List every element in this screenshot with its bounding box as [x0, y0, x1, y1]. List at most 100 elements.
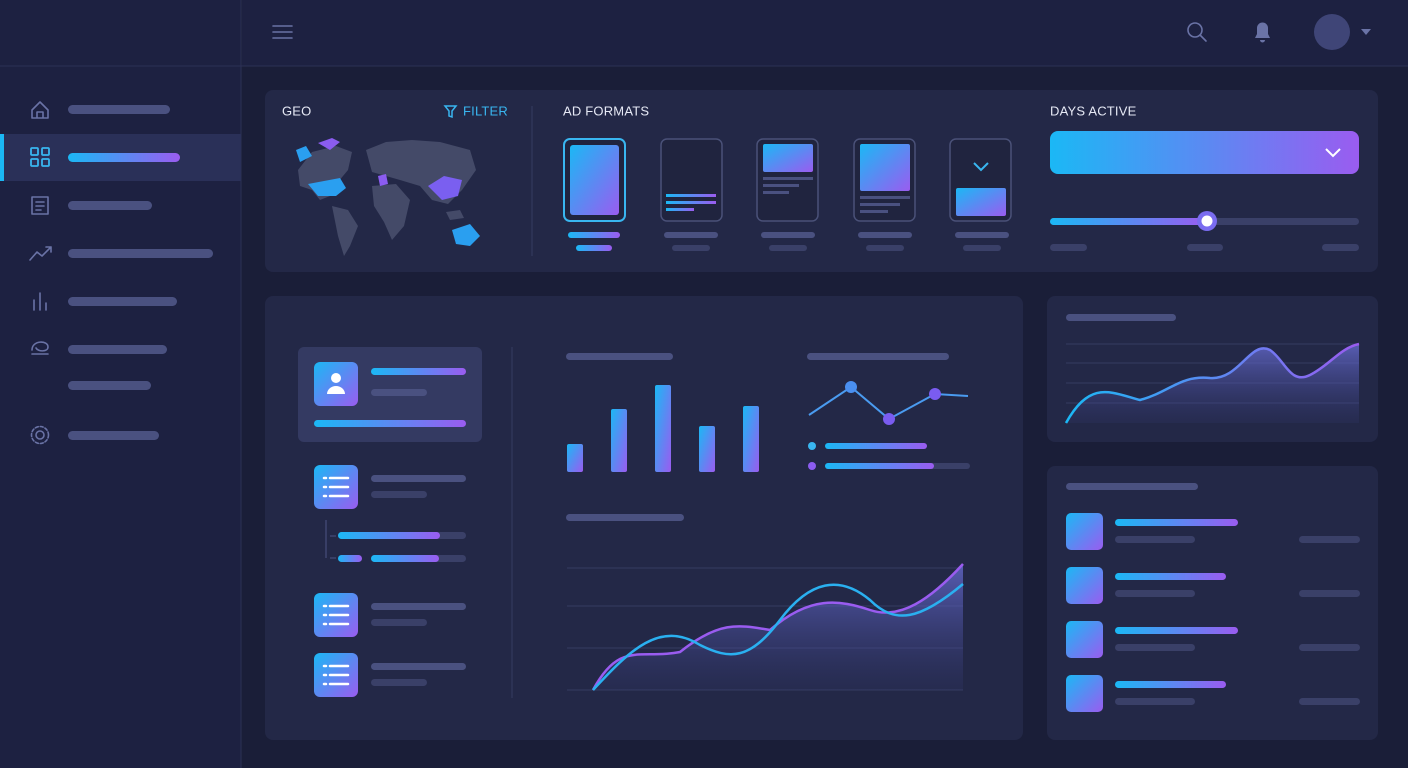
main-panel-part	[371, 389, 427, 396]
list-panel	[1047, 466, 1378, 740]
list-panel-part	[1066, 513, 1103, 550]
list-panel-part	[1066, 483, 1198, 490]
notifications-button[interactable]	[1255, 22, 1270, 43]
line-chart-widget-part	[845, 381, 857, 393]
menu-button[interactable]	[272, 25, 293, 39]
ad-format-cards-part	[858, 232, 912, 238]
line-chart-widget-part	[825, 443, 927, 449]
ad-format-cards-part	[763, 177, 813, 180]
list-item-part	[322, 476, 350, 498]
world-map-part	[452, 224, 480, 246]
trend-panel	[1047, 296, 1378, 442]
world-map-part	[332, 206, 358, 256]
list-item	[314, 593, 466, 637]
search-button-part	[1199, 34, 1207, 42]
ad-format-cards-part	[763, 144, 813, 172]
sidebar-part-part	[41, 158, 50, 167]
geo-title: GEO	[282, 103, 312, 118]
line-chart-widget-part	[807, 353, 949, 360]
top-bar	[242, 0, 1408, 67]
sidebar-part	[68, 105, 170, 114]
ad-format-cards-part	[570, 145, 619, 215]
sidebar-part-part	[30, 147, 39, 156]
bar-chart-widget-part	[566, 353, 673, 360]
days-active-dropdown[interactable]	[1050, 131, 1359, 174]
days-active-slider[interactable]	[1050, 211, 1359, 251]
avatar[interactable]	[1314, 14, 1350, 50]
list-panel-part	[1066, 621, 1103, 658]
trend-panel-part	[1066, 344, 1359, 423]
main-panel-part	[314, 362, 358, 406]
sidebar-part	[29, 246, 52, 261]
list-item-part	[371, 663, 466, 670]
sidebar-part	[68, 345, 167, 354]
world-map-part	[296, 146, 312, 162]
sidebar-part	[31, 196, 49, 215]
days-active-slider-part	[1187, 244, 1223, 251]
world-map-part	[372, 184, 410, 240]
days-active-slider-part	[1201, 215, 1213, 227]
sidebar-part	[68, 297, 177, 306]
main-panel	[265, 296, 1023, 740]
list-panel-part	[1115, 573, 1226, 580]
sidebar-part	[68, 249, 213, 258]
sidebar-part	[68, 431, 159, 440]
filter-panel-part	[443, 105, 458, 119]
list-panel-part	[1115, 681, 1226, 688]
ad-format-cards-part	[672, 245, 710, 251]
ad-format-cards-part	[860, 203, 900, 206]
area-chart-widget-part	[592, 583, 964, 691]
ad-format-cards	[563, 138, 1012, 251]
sidebar-part	[35, 430, 45, 440]
line-chart-widget-part	[825, 463, 934, 469]
area-chart-widget-part	[566, 514, 684, 521]
trend-panel-part	[1066, 343, 1359, 404]
ad-format-cards-part	[866, 245, 904, 251]
ad-format-cards-part	[956, 188, 1006, 216]
list-item-part	[338, 532, 440, 539]
list-item-part	[322, 664, 350, 686]
world-map-part	[446, 210, 464, 220]
list-panel-part	[1115, 627, 1238, 634]
list-panel-part	[1299, 590, 1360, 597]
sidebar-part	[31, 101, 49, 119]
sidebar-part	[0, 134, 4, 181]
list-panel-part	[1299, 644, 1360, 651]
ad-format-cards-part	[769, 245, 807, 251]
ad-format-cards-part	[568, 232, 620, 238]
days-active-slider-part	[1050, 218, 1207, 225]
list-item-part	[338, 555, 362, 562]
bar-chart-widget-part	[655, 385, 671, 472]
line-chart-widget-part	[929, 388, 941, 400]
ad-format-cards-part[interactable]	[660, 138, 723, 222]
area-chart-widget-part	[567, 567, 963, 691]
trend-panel-part	[1066, 314, 1176, 321]
filter-button[interactable]: FILTER	[463, 103, 508, 118]
sidebar-part-part	[41, 147, 50, 156]
days-active-dropdown-part	[1325, 148, 1341, 158]
bar-chart-widget	[566, 353, 759, 472]
filter-panel: GEO FILTER AD FORMATS DAYS ACTI	[265, 90, 1378, 272]
sidebar-part	[30, 425, 50, 445]
list-panel-part	[1066, 675, 1103, 712]
top-bar-part	[242, 0, 1408, 66]
world-map	[296, 138, 480, 256]
search-button[interactable]	[1187, 22, 1207, 42]
avatar-menu	[1361, 29, 1371, 35]
ad-format-cards-part	[973, 162, 989, 172]
days-active-title: DAYS ACTIVE	[1050, 103, 1137, 118]
bar-chart-widget-part	[699, 426, 715, 472]
ad-format-cards-part	[963, 245, 1001, 251]
list-item-part	[371, 619, 427, 626]
ad-format-cards-part	[763, 191, 789, 194]
list-panel-part	[1047, 466, 1378, 740]
world-map-part	[308, 178, 346, 196]
sidebar-part	[30, 147, 50, 167]
main-panel-part	[371, 368, 466, 375]
list-panel-part	[1115, 536, 1195, 543]
list-item	[314, 465, 466, 562]
list-panel-part	[1115, 590, 1195, 597]
